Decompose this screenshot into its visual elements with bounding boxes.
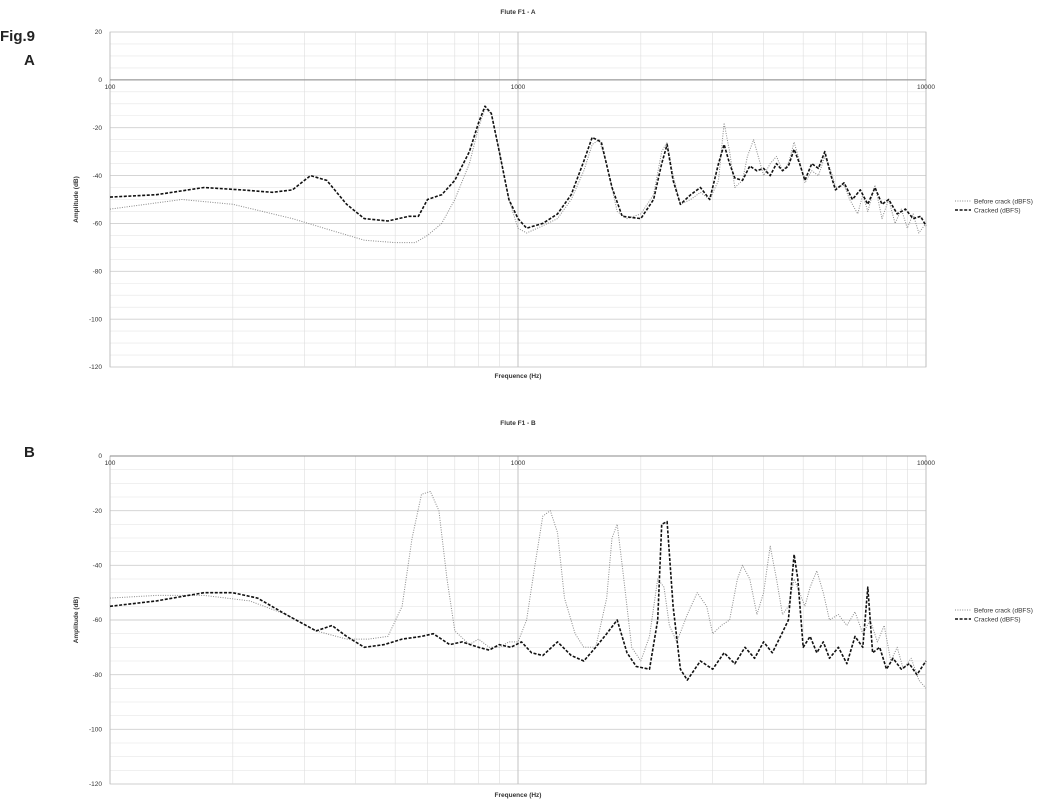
legend-label: Before crack (dBFS) (974, 198, 1033, 205)
y-tick-label: 0 (98, 453, 102, 460)
x-tick-label: 1000 (511, 460, 526, 467)
y-axis-label: Amplitude (dB) (73, 176, 80, 223)
y-tick-label: -20 (93, 508, 103, 515)
y-tick-label: 0 (98, 77, 102, 84)
legend: Before crack (dBFS) Cracked (dBFS) (955, 198, 1033, 214)
x-tick-label: 1000 (511, 84, 526, 91)
y-tick-label: -80 (93, 268, 103, 275)
y-tick-label: -80 (93, 672, 103, 679)
legend-label: Cracked (dBFS) (974, 616, 1021, 623)
chart-title: Flute F1 - B (500, 420, 536, 427)
y-tick-label: -120 (89, 364, 102, 371)
panel-letter-b: B (24, 444, 35, 461)
x-axis-label: Frequence (Hz) (495, 373, 542, 380)
x-tick-label: 10000 (917, 460, 935, 467)
y-tick-label: 20 (95, 29, 103, 36)
series-line-cracked (109, 105, 927, 229)
x-axis-label: Frequence (Hz) (495, 792, 542, 799)
panel-letter-a: A (24, 52, 35, 69)
y-tick-label: -100 (89, 316, 102, 323)
x-tick-label: 10000 (917, 84, 935, 91)
x-tick-label: 100 (105, 460, 116, 467)
gridlines (109, 455, 927, 785)
y-tick-label: -60 (93, 617, 103, 624)
chart-title: Flute F1 - A (500, 9, 535, 16)
legend-label: Cracked (dBFS) (974, 207, 1021, 214)
chart-a: 20 0 -20 -40 -60 -80 -100 -120 100 1000 10000 Flute… (73, 9, 1033, 380)
legend: Before crack (dBFS) Cracked (dBFS) (955, 607, 1033, 623)
y-tick-label: -100 (89, 727, 102, 734)
y-tick-label: -60 (93, 221, 103, 228)
y-tick-label: -120 (89, 781, 102, 788)
legend-label: Before crack (dBFS) (974, 607, 1033, 614)
series-line-cracked (109, 520, 927, 681)
figure-label: Fig.9 (0, 28, 36, 45)
y-axis-label: Amplitude (dB) (73, 597, 80, 644)
y-tick-label: -20 (93, 125, 103, 132)
x-tick-label: 100 (105, 84, 116, 91)
y-tick-label: -40 (93, 173, 103, 180)
y-tick-label: -40 (93, 563, 103, 570)
series-line-before-crack (109, 491, 927, 689)
chart-b: 0 -20 -40 -60 -80 -100 -120 100 1000 10000 Flute F… (73, 420, 1033, 799)
series-line-before-crack (109, 108, 927, 244)
